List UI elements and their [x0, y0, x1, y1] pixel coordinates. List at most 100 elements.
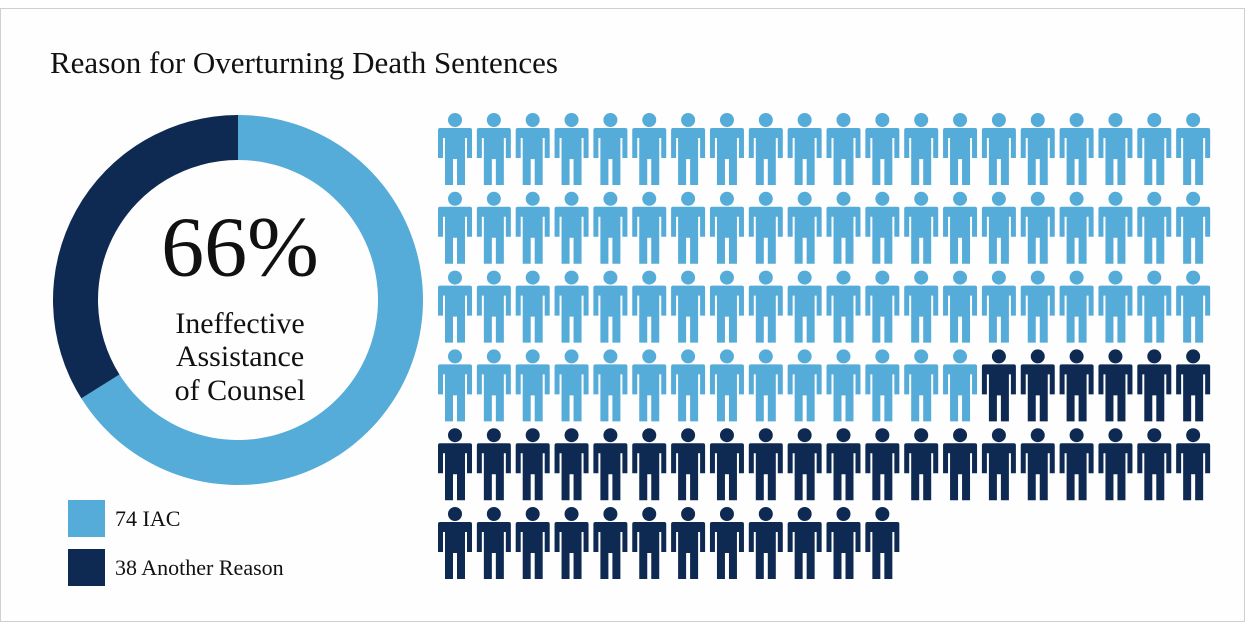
person-icon — [515, 191, 550, 264]
icon-head — [1186, 428, 1201, 443]
icon-body — [1020, 128, 1055, 185]
icon-head — [875, 428, 890, 443]
icon-body — [1137, 206, 1172, 264]
icon-head — [914, 191, 929, 206]
icon-body — [748, 522, 783, 579]
icon-body — [1137, 128, 1172, 185]
icon-head — [1069, 113, 1084, 127]
icon-head — [1108, 349, 1123, 364]
person-icon — [826, 113, 861, 185]
person-icon — [1059, 113, 1094, 185]
icon-head — [603, 113, 618, 127]
icon-head — [681, 191, 696, 206]
person-icon — [554, 191, 589, 264]
icon-body — [476, 522, 511, 579]
chart-title: Reason for Overturning Death Sentences — [50, 45, 558, 80]
icon-body — [943, 285, 978, 343]
icon-head — [1186, 191, 1201, 206]
person-icon — [943, 428, 978, 501]
icon-body — [787, 285, 822, 343]
icon-body — [748, 206, 783, 264]
icon-head — [681, 270, 696, 285]
person-icon — [826, 191, 861, 264]
person-icon — [865, 270, 900, 343]
person-icon — [671, 428, 706, 501]
icon-head — [486, 428, 501, 443]
person-icon — [438, 428, 472, 501]
icon-body — [709, 128, 744, 185]
icon-head — [914, 113, 929, 127]
icon-body — [904, 443, 939, 501]
person-icon — [1098, 191, 1133, 264]
icon-body — [476, 443, 511, 501]
icon-body — [554, 285, 589, 343]
person-icon — [632, 113, 667, 185]
icon-body — [787, 522, 822, 579]
icon-head — [719, 191, 734, 206]
person-icon — [787, 270, 822, 343]
person-icon — [709, 113, 744, 185]
icon-body — [671, 206, 706, 264]
person-icon — [476, 428, 511, 501]
icon-head — [836, 428, 851, 443]
icon-head — [564, 270, 579, 285]
person-icon — [515, 507, 550, 579]
icon-body — [593, 443, 628, 501]
icon-body — [632, 206, 667, 264]
person-icon — [709, 349, 744, 422]
icon-body — [709, 364, 744, 422]
person-icon — [593, 270, 628, 343]
person-icon — [1176, 270, 1211, 343]
person-icon — [1059, 428, 1094, 501]
icon-head — [448, 349, 462, 364]
person-icon — [709, 270, 744, 343]
icon-body — [904, 364, 939, 422]
person-icon — [1020, 113, 1055, 185]
icon-head — [991, 191, 1006, 206]
person-icon — [1098, 428, 1133, 501]
person-icon — [748, 270, 783, 343]
icon-body — [593, 522, 628, 579]
person-icon — [1176, 113, 1211, 185]
person-icon — [904, 113, 939, 185]
person-icon — [709, 428, 744, 501]
icon-head — [836, 113, 851, 127]
person-icon — [1137, 191, 1172, 264]
person-icon — [476, 349, 511, 422]
person-icon — [865, 191, 900, 264]
icon-head — [797, 113, 812, 127]
icon-body — [904, 285, 939, 343]
person-icon — [787, 349, 822, 422]
icon-body — [865, 206, 900, 264]
icon-head — [564, 507, 579, 521]
person-icon — [554, 428, 589, 501]
icon-body — [1176, 206, 1211, 264]
icon-body — [554, 364, 589, 422]
icon-head — [1186, 349, 1201, 364]
person-icon — [554, 270, 589, 343]
person-icon — [1137, 349, 1172, 422]
icon-body — [632, 128, 667, 185]
icon-body — [1098, 285, 1133, 343]
person-icon — [904, 349, 939, 422]
center-subtitle: Ineffective — [175, 307, 304, 340]
icon-body — [981, 128, 1016, 185]
person-icon — [554, 113, 589, 185]
icon-head — [719, 113, 734, 127]
person-icon — [1098, 349, 1133, 422]
person-icon — [748, 113, 783, 185]
icon-head — [681, 428, 696, 443]
person-icon — [438, 349, 472, 422]
person-icon — [826, 270, 861, 343]
person-icon — [476, 270, 511, 343]
icon-head — [797, 428, 812, 443]
icon-body — [476, 285, 511, 343]
icon-body — [943, 443, 978, 501]
icon-body — [1098, 364, 1133, 422]
icon-body — [671, 285, 706, 343]
legend-label: 38 Another Reason — [115, 555, 284, 580]
icon-head — [448, 191, 462, 206]
icon-body — [748, 128, 783, 185]
icon-body — [438, 128, 472, 185]
